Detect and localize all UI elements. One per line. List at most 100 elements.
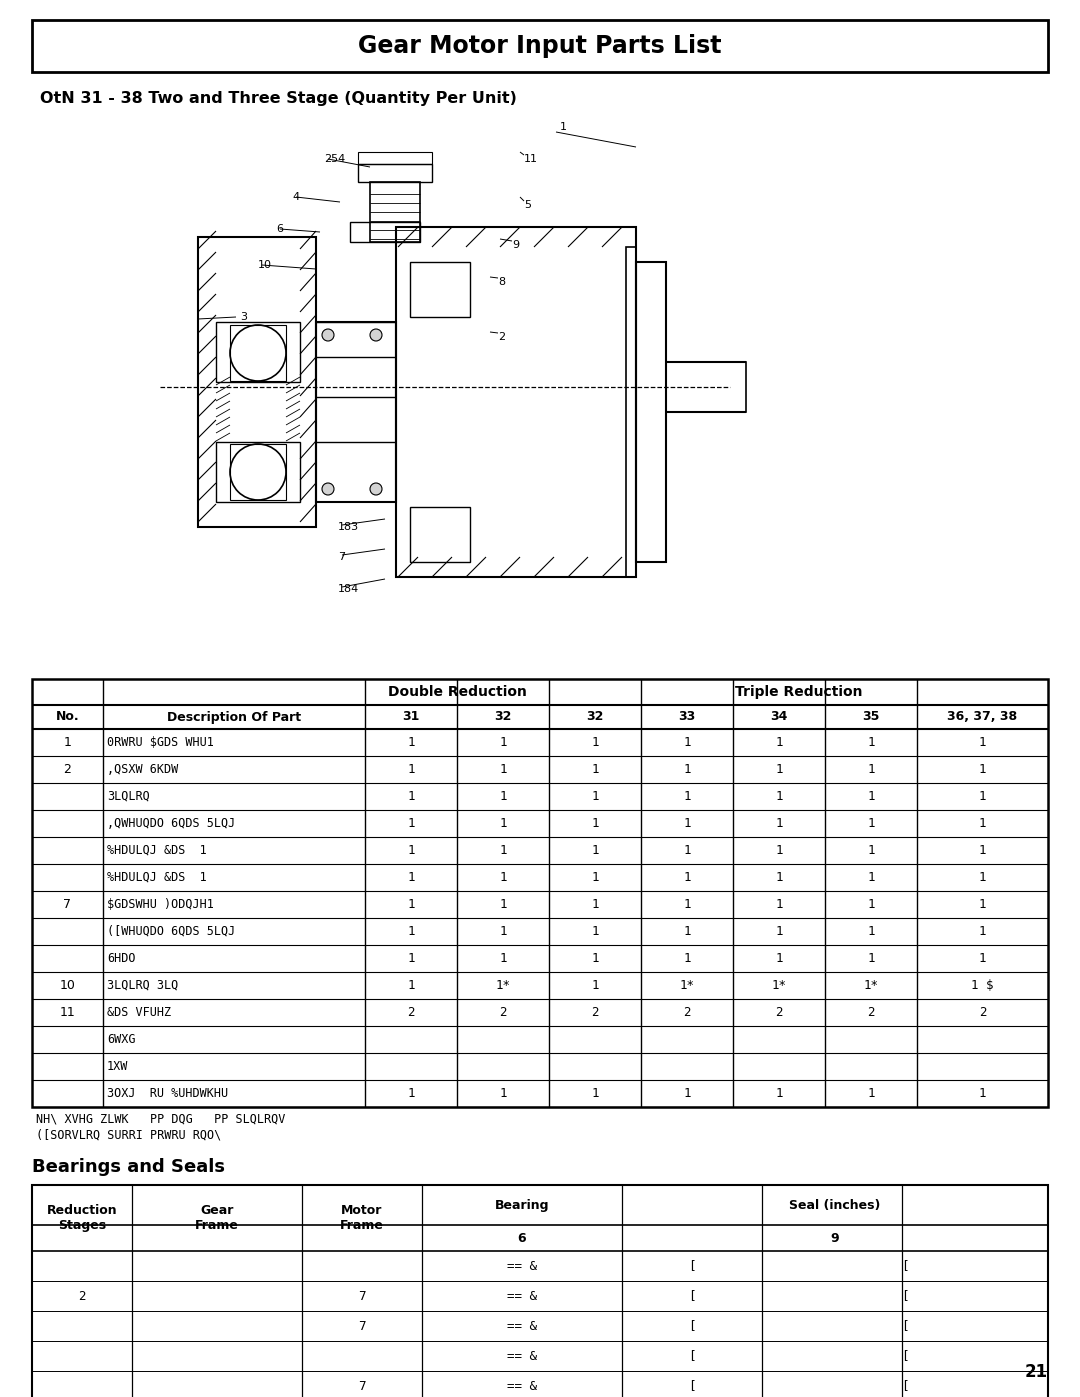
Text: 1: 1	[867, 844, 875, 856]
Text: 1: 1	[499, 817, 507, 830]
Text: 9: 9	[831, 1232, 839, 1245]
Text: 1: 1	[499, 870, 507, 884]
Text: 1: 1	[978, 789, 986, 803]
Text: %HDULQJ &DS  1: %HDULQJ &DS 1	[107, 870, 206, 884]
Text: 1: 1	[684, 898, 691, 911]
Text: [: [	[688, 1350, 696, 1362]
Text: 1: 1	[867, 789, 875, 803]
Text: 1: 1	[407, 951, 415, 965]
Text: Gear
Frame: Gear Frame	[195, 1204, 239, 1232]
Text: NH\ XVHG ZLWK   PP DQG   PP SLQLRQV: NH\ XVHG ZLWK PP DQG PP SLQLRQV	[36, 1112, 285, 1126]
Text: 7: 7	[359, 1379, 366, 1393]
Text: 1 $: 1 $	[971, 979, 994, 992]
Text: 1*: 1*	[771, 979, 786, 992]
Text: 10: 10	[258, 260, 272, 270]
Text: 5: 5	[524, 200, 531, 210]
Text: == &: == &	[507, 1350, 537, 1362]
Text: Reduction
Stages: Reduction Stages	[46, 1204, 118, 1232]
Text: 1: 1	[407, 789, 415, 803]
Text: 2: 2	[775, 1006, 783, 1018]
Text: 1: 1	[684, 951, 691, 965]
Text: 1: 1	[867, 817, 875, 830]
Bar	[636, 263, 666, 562]
Text: 31: 31	[403, 711, 420, 724]
Text: 3LQLRQ: 3LQLRQ	[107, 789, 150, 803]
Text: 1: 1	[775, 789, 783, 803]
Text: 1: 1	[775, 817, 783, 830]
Text: 1: 1	[591, 898, 598, 911]
Text: 1: 1	[867, 1087, 875, 1099]
Text: 1: 1	[591, 870, 598, 884]
Text: 1: 1	[499, 736, 507, 749]
Text: == &: == &	[507, 1289, 537, 1302]
Text: 1: 1	[591, 736, 598, 749]
Text: 1: 1	[684, 789, 691, 803]
Bar	[32, 679, 1048, 1106]
Text: 32: 32	[495, 711, 512, 724]
Text: 2: 2	[64, 763, 71, 775]
Text: 1: 1	[64, 736, 71, 749]
Text: 2: 2	[684, 1006, 691, 1018]
Text: 1: 1	[591, 925, 598, 937]
Bar	[370, 182, 420, 242]
Text: 1: 1	[867, 870, 875, 884]
Bar	[396, 226, 636, 577]
Text: [: [	[688, 1289, 696, 1302]
Text: 1: 1	[978, 898, 986, 911]
Text: 1: 1	[591, 951, 598, 965]
Bar	[230, 326, 286, 381]
Text: 1: 1	[591, 789, 598, 803]
Text: Motor
Frame: Motor Frame	[340, 1204, 383, 1232]
Bar	[626, 247, 636, 577]
Text: No.: No.	[56, 711, 79, 724]
Text: 32: 32	[586, 711, 604, 724]
Text: 1: 1	[684, 763, 691, 775]
Text: 3OXJ  RU %UHDWKHU: 3OXJ RU %UHDWKHU	[107, 1087, 228, 1099]
Text: Double Reduction: Double Reduction	[388, 685, 526, 698]
Text: 2: 2	[78, 1289, 85, 1302]
Text: Bearings and Seals: Bearings and Seals	[32, 1158, 225, 1176]
Bar	[357, 163, 432, 182]
Text: 1: 1	[499, 1087, 507, 1099]
Bar	[230, 444, 286, 500]
Text: 1: 1	[775, 925, 783, 937]
Text: 1: 1	[867, 925, 875, 937]
Text: 1: 1	[978, 736, 986, 749]
Text: 1: 1	[591, 817, 598, 830]
Text: == &: == &	[507, 1320, 537, 1333]
Text: [: [	[688, 1379, 696, 1393]
Text: 1: 1	[407, 898, 415, 911]
Text: 21: 21	[1025, 1363, 1048, 1382]
Text: 1: 1	[499, 789, 507, 803]
Text: 1: 1	[499, 763, 507, 775]
Text: 2: 2	[978, 1006, 986, 1018]
Text: 2: 2	[591, 1006, 598, 1018]
Bar	[350, 222, 420, 242]
Text: 34: 34	[770, 711, 787, 724]
Text: 35: 35	[862, 711, 880, 724]
Text: [: [	[688, 1320, 696, 1333]
Text: 7: 7	[338, 552, 346, 562]
Text: 1: 1	[499, 844, 507, 856]
Bar	[666, 362, 746, 412]
Text: 1: 1	[684, 925, 691, 937]
Text: 1: 1	[978, 844, 986, 856]
Text: 1: 1	[775, 870, 783, 884]
Text: == &: == &	[507, 1379, 537, 1393]
Text: [: [	[901, 1260, 908, 1273]
Text: 11: 11	[59, 1006, 76, 1018]
Text: 6HDO: 6HDO	[107, 951, 135, 965]
Text: 1*: 1*	[496, 979, 511, 992]
Text: ([SORVLRQ SURRI PRWRU RQO\: ([SORVLRQ SURRI PRWRU RQO\	[36, 1129, 221, 1141]
Text: 1: 1	[867, 736, 875, 749]
Circle shape	[322, 330, 334, 341]
Text: 1: 1	[407, 1087, 415, 1099]
Text: 1: 1	[775, 1087, 783, 1099]
Text: 8: 8	[498, 277, 505, 286]
Bar	[410, 263, 470, 317]
Text: 1: 1	[978, 763, 986, 775]
Text: 1: 1	[407, 925, 415, 937]
Text: Triple Reduction: Triple Reduction	[734, 685, 862, 698]
Text: 6: 6	[276, 224, 283, 235]
Bar	[32, 20, 1048, 73]
